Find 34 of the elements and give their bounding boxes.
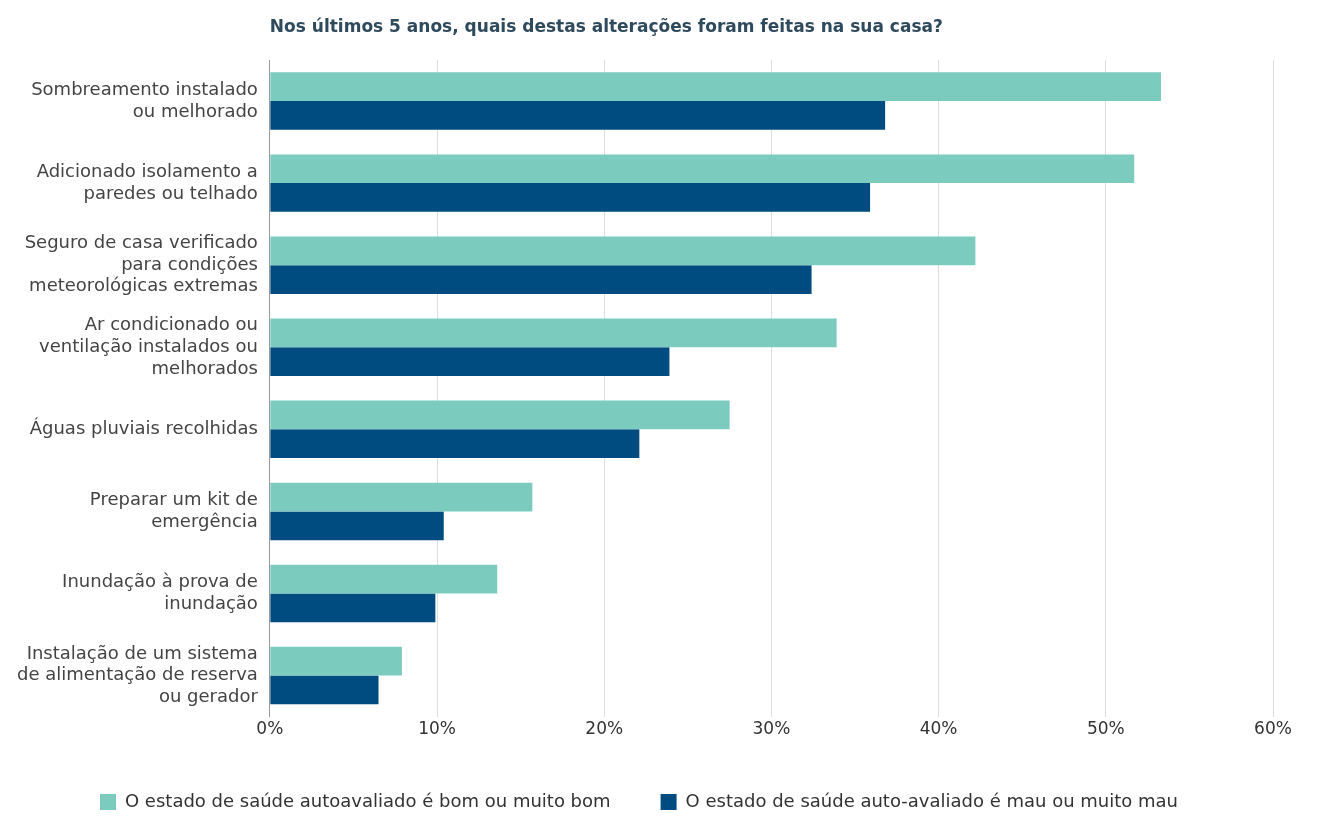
y-tick-label: Inundação à prova de inundação [62,570,258,613]
bar [270,511,444,541]
bar [270,183,871,212]
legend-label: O estado de saúde auto-avaliado é mau ou muito mau [685,789,1179,811]
bar [270,482,533,512]
bar [270,318,837,348]
chart-title: Nos últimos 5 anos, quais destas alterações foram feitas na sua casa? [269,16,943,37]
bar [270,400,730,430]
bar [270,675,379,705]
bar [270,429,640,459]
bar [270,265,812,294]
x-tick-label: 40% [919,718,958,739]
y-tick-label: Seguro de casa verificado para condições meteorológicas extremas [24,231,258,296]
bar [270,347,670,376]
y-tick-label: Preparar um kit de emergência [89,488,258,531]
x-tick-label: 30% [752,718,791,739]
bar [270,72,1161,102]
x-tick-label: 20% [585,718,624,739]
y-tick-label: Águas pluviais recolhidas [29,417,258,439]
legend-label: O estado de saúde autoavaliado é bom ou muito bom [124,789,611,811]
bar [270,564,498,594]
bar [270,154,1135,184]
x-tick-label: 10% [418,718,456,739]
x-tick-label: 0% [256,718,284,739]
bar [270,101,886,130]
y-tick-label: Adicionado isolamento a paredes ou telhado [36,159,258,203]
y-tick-label: Instalação de um sistema de alimentação de reserva ou gerador [17,641,259,706]
bar [270,646,402,676]
y-tick-label: Ar condicionado ou ventilação instalados ou melhorados [39,313,258,378]
bar [270,593,436,623]
x-tick-label: 60% [1254,718,1292,739]
bar [270,236,976,266]
x-tick-label: 50% [1086,718,1125,739]
y-tick-label: Sombreamento instalado ou melhorado [31,77,258,121]
